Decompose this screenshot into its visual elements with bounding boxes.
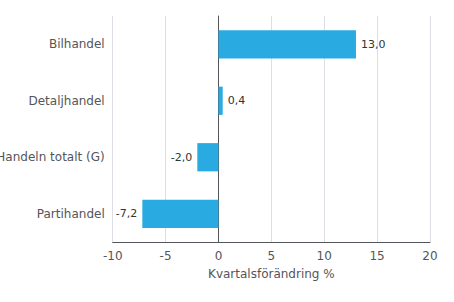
svg-text:Detaljhandel: Detaljhandel	[28, 94, 104, 108]
svg-text:Partihandel: Partihandel	[37, 207, 105, 221]
svg-text:-10: -10	[103, 249, 123, 263]
svg-text:10: 10	[317, 249, 332, 263]
svg-text:20: 20	[422, 249, 437, 263]
svg-text:5: 5	[268, 249, 276, 263]
svg-text:Bilhandel: Bilhandel	[49, 37, 105, 51]
svg-text:Kvartalsförändring %: Kvartalsförändring %	[208, 267, 335, 281]
svg-text:Handeln totalt (G): Handeln totalt (G)	[0, 150, 105, 164]
svg-text:-7,2: -7,2	[116, 207, 137, 220]
svg-text:-5: -5	[160, 249, 172, 263]
svg-text:15: 15	[369, 249, 384, 263]
svg-text:-2,0: -2,0	[171, 151, 192, 164]
svg-text:13,0: 13,0	[361, 38, 386, 51]
svg-text:0,4: 0,4	[228, 94, 246, 107]
svg-text:0: 0	[215, 249, 223, 263]
